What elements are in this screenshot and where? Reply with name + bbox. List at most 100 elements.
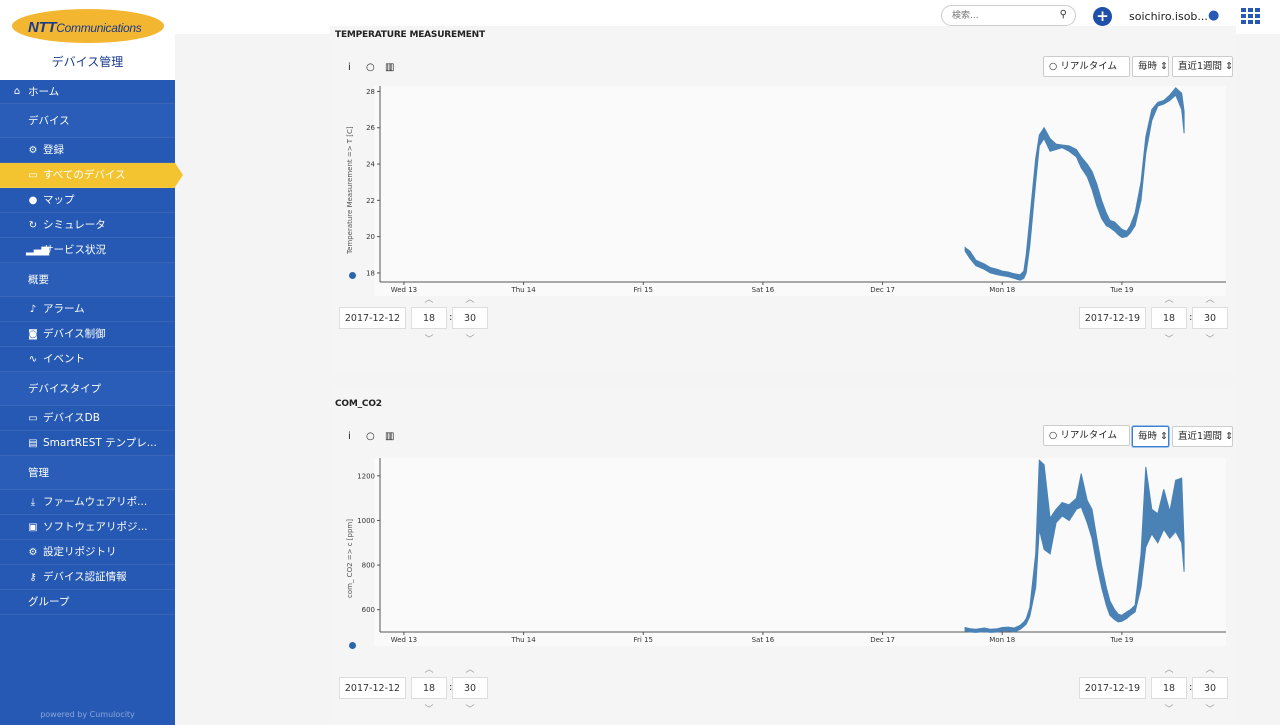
info-icon[interactable]: i [348,431,351,442]
sidebar-item-15[interactable]: ⤓ ファームウェアリポ... [0,490,175,515]
from-date-field[interactable]: 2017-12-12 [339,307,406,329]
bar-chart-icon[interactable]: ▥ [385,62,395,73]
range-select[interactable]: 直近1週間 ⇕ [1172,56,1233,77]
bar-chart-icon[interactable]: ▥ [385,431,395,442]
save-icon: ▣ [28,522,38,533]
search-input[interactable] [950,8,1054,24]
logo-main: NTT [28,19,57,36]
y-tick-label: 600 [362,606,375,614]
x-tick-label: Fri 15 [634,636,653,644]
to-hour-field[interactable]: 18 [1151,307,1187,329]
series-band [964,459,1185,633]
user-icon[interactable]: ● [1208,8,1220,23]
info-icon[interactable]: i [348,62,351,73]
sidebar-item-4[interactable]: ● マップ [0,188,175,213]
chevron-up-icon[interactable]: ︿ [424,665,434,675]
sidebar-item-1[interactable]: デバイス [0,104,175,138]
sidebar-item-5[interactable]: ↻ シミュレータ [0,213,175,238]
chevron-up-icon[interactable]: ︿ [424,295,434,305]
realtime-button[interactable]: ○ リアルタイム [1043,425,1130,446]
chevron-down-icon[interactable]: ﹀ [1205,705,1215,715]
sidebar-item-11[interactable]: デバイスタイプ [0,372,175,406]
add-icon[interactable]: + [1093,7,1112,26]
to-hour-field[interactable]: 18 [1151,677,1187,699]
chevron-up-icon[interactable]: ︿ [1164,665,1174,675]
chevron-up-icon[interactable]: ︿ [465,665,475,675]
sidebar-item-16[interactable]: ▣ ソフトウェアリポジ... [0,515,175,540]
y-tick-label: 22 [366,197,375,205]
x-tick-label: Mon 18 [989,636,1015,644]
sidebar-item-label: ファームウェアリポ... [43,496,148,508]
chart-svg: 600 800 1000 1200 Wed 13 Thu 14 Fri 15 Sat 16 De… [357,458,1226,644]
chevron-down-icon[interactable]: ﹀ [465,335,475,345]
realtime-button[interactable]: ○ リアルタイム [1043,56,1130,77]
sidebar-item-2[interactable]: ⚙ 登録 [0,138,175,163]
y-axis-label: Temperature Measurement => T [C] [346,126,354,254]
from-minute-field[interactable]: 30 [452,677,488,699]
logo-text: NTTCommunications [28,19,142,36]
chevron-down-icon[interactable]: ﹀ [424,335,434,345]
sidebar-item-label: マップ [43,194,75,206]
chart-svg: 18 20 22 24 26 28 Wed 13 Thu 14 Fri 15 Sat 16 Dec … [366,86,1226,294]
x-tick-label: Dec 17 [870,286,895,294]
interval-select[interactable]: 毎時 ⇕ [1132,426,1169,447]
chevron-down-icon[interactable]: ﹀ [1205,335,1215,345]
sidebar-item-label: イベント [43,353,85,365]
sidebar-item-9[interactable]: ◙ デバイス制御 [0,322,175,347]
sidebar-item-label: デバイスタイプ [28,383,102,395]
sidebar: NTTCommunications デバイス管理 ⌂ ホーム デバイス ⚙ 登録 ▭ すべて… [0,0,183,725]
from-hour-field[interactable]: 18 [411,307,447,329]
sidebar-item-10[interactable]: ∿ イベント [0,347,175,372]
user-name[interactable]: soichiro.isob... [1129,10,1208,23]
sidebar-item-12[interactable]: ▭ デバイスDB [0,406,175,431]
sidebar-item-19[interactable]: グループ [0,590,175,615]
sidebar-item-7[interactable]: 概要 [0,263,175,297]
to-minute-field[interactable]: 30 [1192,307,1228,329]
interval-select[interactable]: 毎時 ⇕ [1132,56,1169,77]
y-tick-label: 1200 [357,472,375,480]
chevron-down-icon[interactable]: ﹀ [1164,705,1174,715]
x-tick-label: Thu 14 [510,286,536,294]
sidebar-item-3[interactable]: ▭ すべてのデバイス [0,163,183,188]
sidebar-item-label: ソフトウェアリポジ... [43,521,148,533]
circle-icon[interactable]: ○ [366,431,375,442]
chevron-down-icon[interactable]: ﹀ [424,705,434,715]
circle-icon[interactable]: ○ [366,62,375,73]
from-date-field[interactable]: 2017-12-12 [339,677,406,699]
search-icon[interactable]: ⚲ [1059,9,1067,20]
search-box[interactable]: ⚲ [941,5,1076,26]
sidebar-item-18[interactable]: ⚷ デバイス認証情報 [0,565,175,590]
chevron-up-icon[interactable]: ︿ [465,295,475,305]
from-hour-field[interactable]: 18 [411,677,447,699]
y-tick-label: 800 [362,562,375,570]
y-axis-label: com_ CO2 => c [ppm] [346,519,354,598]
chevron-up-icon[interactable]: ︿ [1205,295,1215,305]
sidebar-item-0[interactable]: ⌂ ホーム [0,80,175,104]
range-select[interactable]: 直近1週間 ⇕ [1172,426,1233,447]
chevron-up-icon[interactable]: ︿ [1205,665,1215,675]
sidebar-item-17[interactable]: ⚙ 設定リポジトリ [0,540,175,565]
chevron-up-icon[interactable]: ︿ [1164,295,1174,305]
to-date-field[interactable]: 2017-12-19 [1079,307,1146,329]
x-tick-label: Mon 18 [989,286,1015,294]
sidebar-item-13[interactable]: ▤ SmartREST テンプレ... [0,431,175,456]
to-date-field[interactable]: 2017-12-19 [1079,677,1146,699]
from-minute-field[interactable]: 30 [452,307,488,329]
sidebar-item-8[interactable]: ♪ アラーム [0,297,175,322]
sidebar-item-6[interactable]: ▂▄▆ サービス状況 [0,238,175,263]
map-marker-icon: ● [28,195,38,206]
ntt-logo[interactable] [12,9,164,43]
chevron-down-icon[interactable]: ﹀ [1164,335,1174,345]
to-minute-field[interactable]: 30 [1192,677,1228,699]
app-switcher-icon[interactable] [1241,8,1261,25]
sidebar-item-label: 登録 [43,144,64,156]
sidebar-item-14[interactable]: 管理 [0,456,175,490]
interval-value: 毎時 [1138,431,1158,442]
download-icon: ⤓ [30,497,36,508]
gamepad-icon: ◙ [28,329,38,340]
home-icon: ⌂ [13,86,21,97]
chevron-down-icon[interactable]: ﹀ [465,705,475,715]
y-tick-label: 26 [366,124,375,132]
chart-panel-temperature: TEMPERATURE MEASUREMENT i ○ ▥ ○ リアルタイム 毎… [330,26,1236,374]
sidebar-item-label: アラーム [43,303,85,315]
